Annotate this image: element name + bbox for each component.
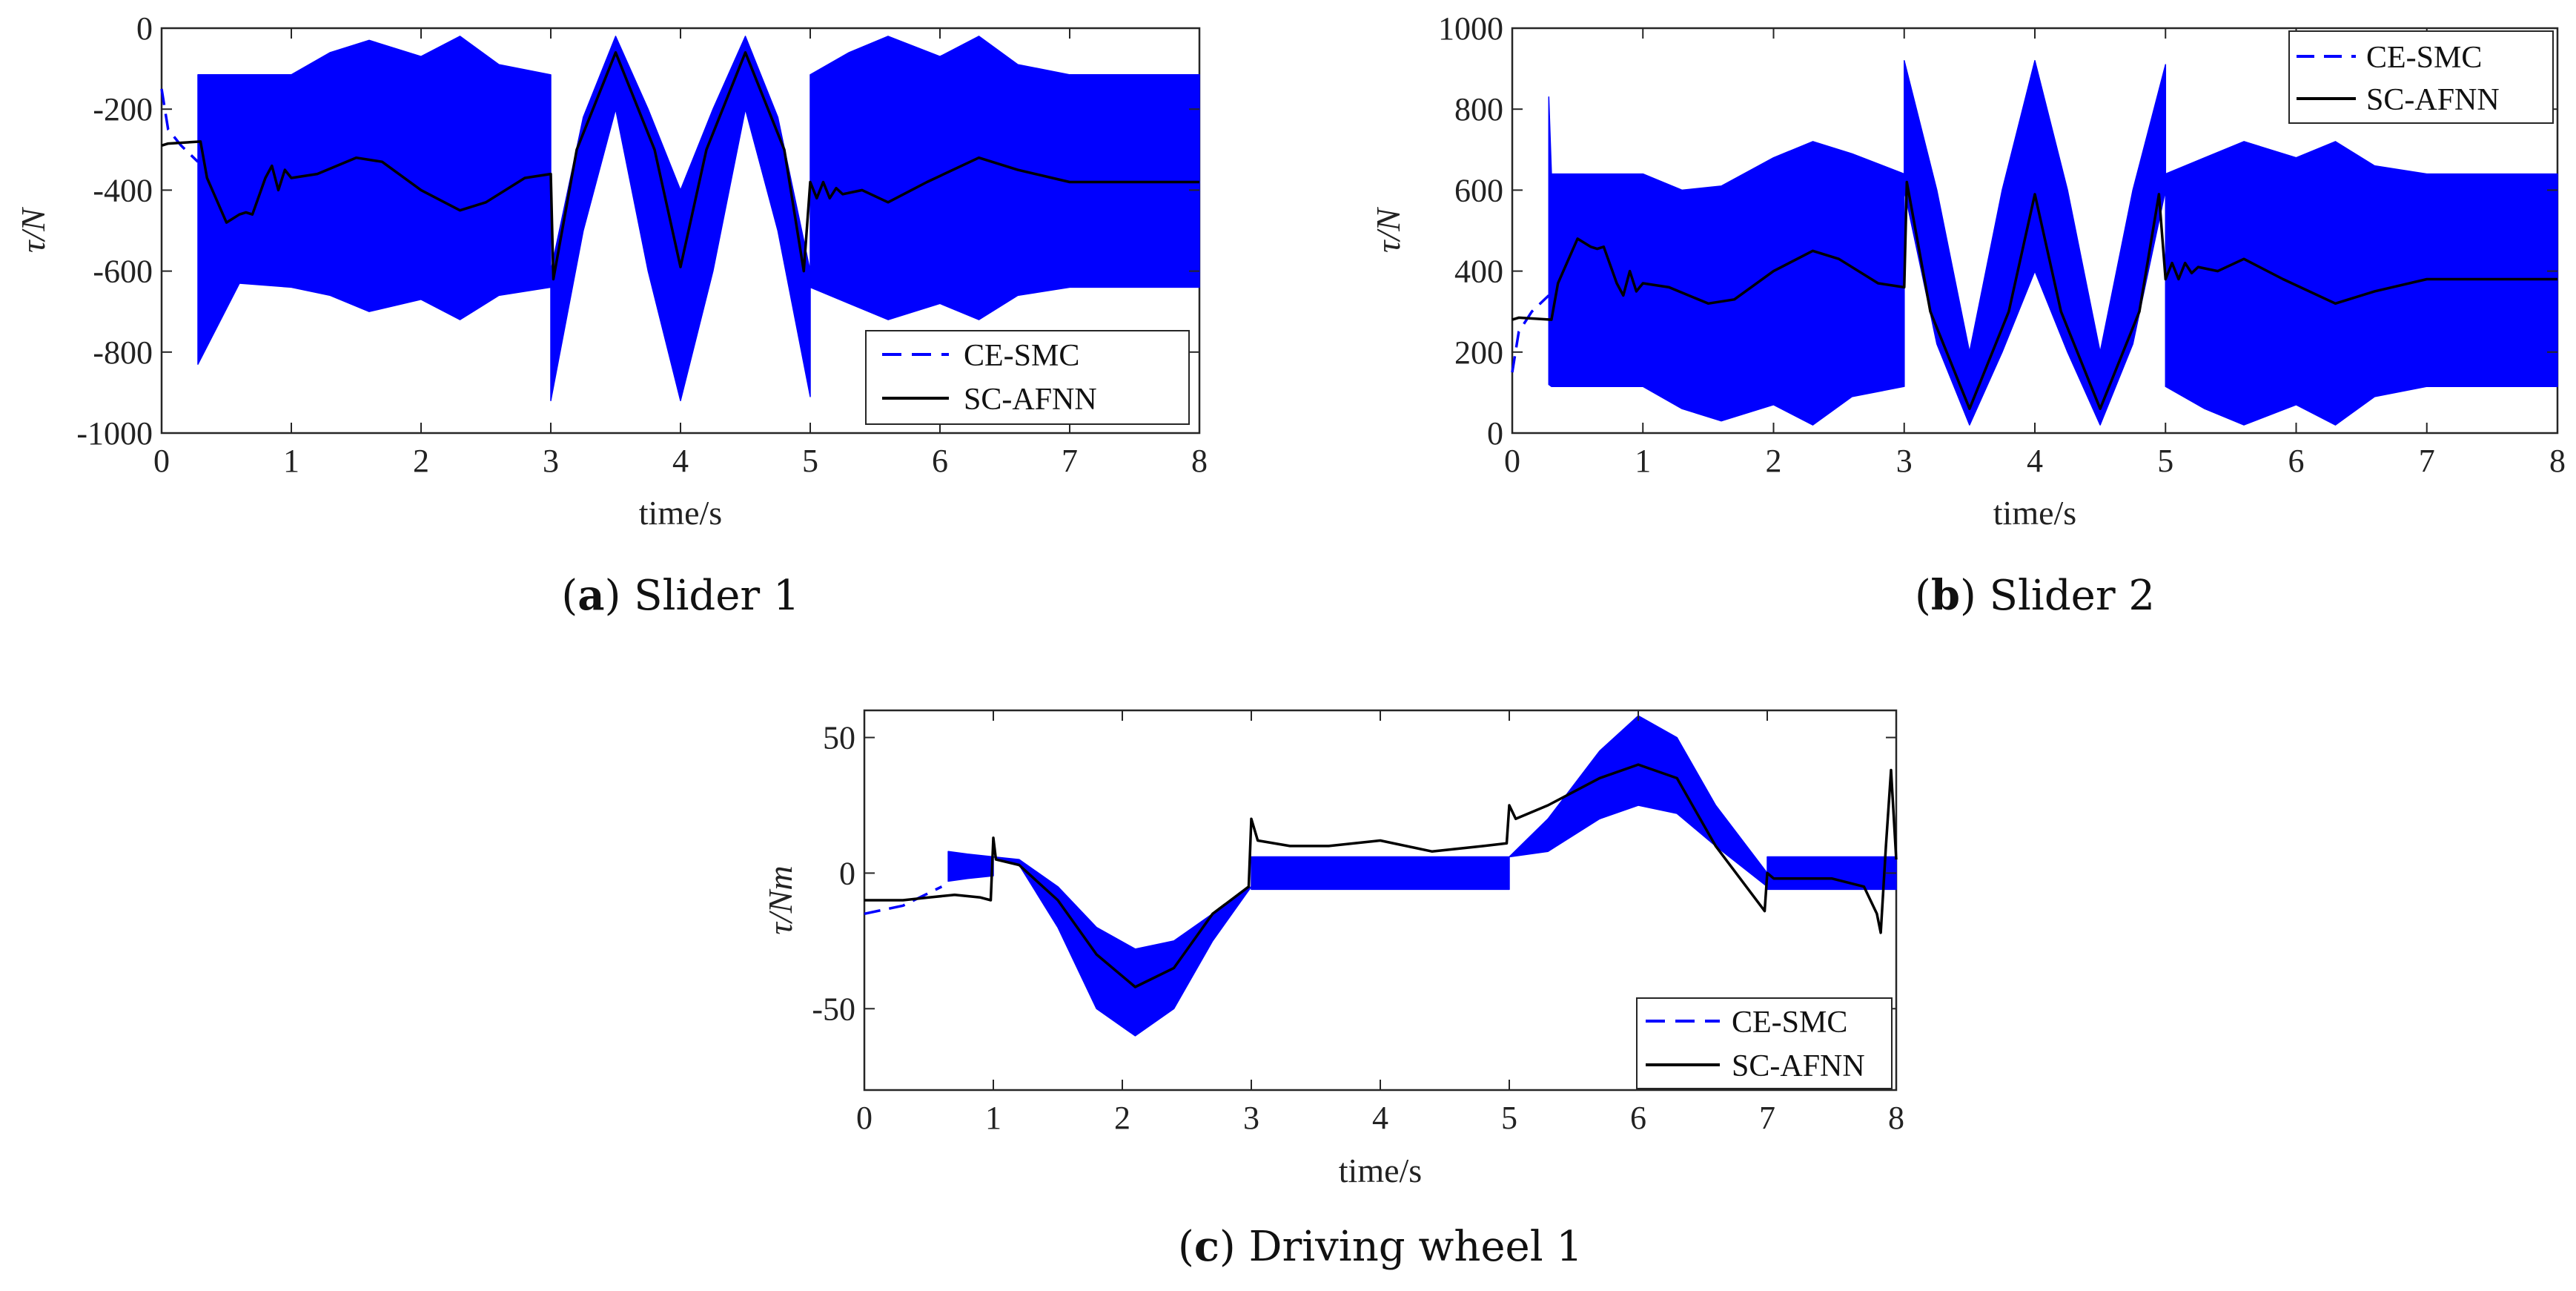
legend-label-ce-smc-c: CE-SMC <box>1732 1006 1847 1040</box>
caption-b-text: Slider 2 <box>1990 572 2155 620</box>
y-tick-label-c-0: -50 <box>812 991 855 1027</box>
y-axis-label-c: τ/Nm <box>761 865 799 934</box>
y-tick-label-c-2: 50 <box>823 720 855 756</box>
tick-labels-b: 0 1 2 3 4 5 6 7 8 0 200 400 600 800 1000 <box>1438 10 2566 479</box>
x-tick-label-b-1: 1 <box>1635 443 1651 479</box>
x-tick-label-a-8: 8 <box>1191 443 1208 479</box>
x-axis-label-b: time/s <box>1993 494 2076 532</box>
legend-box-b <box>2288 30 2554 124</box>
legend-b: CE-SMC SC-AFNN <box>2288 30 2554 124</box>
tick-labels-a: 0 1 2 3 4 5 6 7 8 -1000 -800 -600 -400 -200 0 <box>76 10 1208 479</box>
x-tick-label-c-8: 8 <box>1888 1100 1904 1136</box>
x-tick-label-b-0: 0 <box>1504 443 1520 479</box>
y-tick-label-a-3: -400 <box>93 172 153 208</box>
ce-smc-oscillation-band-b <box>1548 59 2558 426</box>
caption-b-label: b <box>1931 571 1960 620</box>
x-tick-label-b-3: 3 <box>1896 443 1913 479</box>
caption-a-text: Slider 1 <box>634 572 799 620</box>
sc-afnn-line-c <box>864 763 1898 988</box>
caption-c: (c) Driving wheel 1 <box>1178 1222 1583 1271</box>
x-tick-label-b-7: 7 <box>2419 443 2435 479</box>
legend-label-ce-smc-a: CE-SMC <box>964 339 1079 373</box>
series-lines-c <box>864 763 1898 988</box>
x-tick-label-a-3: 3 <box>543 443 559 479</box>
x-tick-label-c-5: 5 <box>1501 1100 1517 1136</box>
x-tick-label-b-6: 6 <box>2288 443 2305 479</box>
y-tick-label-a-5: 0 <box>136 10 153 47</box>
x-tick-label-c-3: 3 <box>1243 1100 1259 1136</box>
caption-a-label: a <box>577 571 604 620</box>
x-tick-label-c-4: 4 <box>1372 1100 1388 1136</box>
x-tick-label-a-7: 7 <box>1062 443 1078 479</box>
tick-labels-c: 0 1 2 3 4 5 6 7 8 -50 0 50 <box>812 710 1904 1136</box>
x-tick-label-c-7: 7 <box>1759 1100 1775 1136</box>
caption-b: (b) Slider 2 <box>1915 571 2155 620</box>
caption-c-text: Driving wheel 1 <box>1249 1223 1583 1271</box>
x-tick-label-b-5: 5 <box>2157 443 2173 479</box>
y-tick-label-b-3: 600 <box>1454 172 1503 208</box>
x-tick-label-b-4: 4 <box>2027 443 2043 479</box>
legend-box-a <box>865 330 1190 425</box>
subplot-slider-1: 0 1 2 3 4 5 6 7 8 -1000 -800 -600 -400 -200 0 time/s τ… <box>14 10 1208 532</box>
y-tick-label-b-2: 400 <box>1454 254 1503 290</box>
caption-a: (a) Slider 1 <box>561 571 799 620</box>
legend-label-sc-afnn-b: SC-AFNN <box>2366 83 2500 117</box>
x-axis-label-c: time/s <box>1339 1152 1422 1189</box>
y-tick-label-a-4: -200 <box>93 91 153 128</box>
x-tick-label-a-2: 2 <box>413 443 429 479</box>
subplot-slider-2: 0 1 2 3 4 5 6 7 8 0 200 400 600 800 1000 time/s τ/N CE… <box>1369 10 2566 532</box>
legend-a: CE-SMC SC-AFNN <box>865 330 1190 425</box>
ce-smc-band-b <box>1548 59 2558 426</box>
series-lines-b <box>1511 180 2557 410</box>
y-tick-label-a-0: -1000 <box>76 415 153 452</box>
sc-afnn-line-a <box>161 51 1199 281</box>
x-tick-label-a-4: 4 <box>672 443 689 479</box>
legend-label-sc-afnn-c: SC-AFNN <box>1732 1049 1865 1083</box>
y-tick-label-b-4: 800 <box>1454 91 1503 128</box>
y-tick-label-a-1: -800 <box>93 334 153 371</box>
subplot-driving-wheel-1: 0 1 2 3 4 5 6 7 8 -50 0 50 time/s τ/Nm CE-SMC SC-AF… <box>761 709 1904 1189</box>
legend-label-ce-smc-b: CE-SMC <box>2366 41 2482 75</box>
ce-smc-line-b <box>1511 294 1550 373</box>
x-tick-label-a-1: 1 <box>283 443 299 479</box>
sc-afnn-line-b <box>1512 180 2557 410</box>
caption-c-label: c <box>1194 1222 1219 1271</box>
x-tick-label-b-8: 8 <box>2549 443 2566 479</box>
legend-box-c <box>1636 997 1893 1089</box>
x-tick-label-a-5: 5 <box>802 443 818 479</box>
ce-smc-line-c <box>864 885 943 916</box>
x-tick-label-c-1: 1 <box>985 1100 1001 1136</box>
y-tick-label-b-5: 1000 <box>1438 10 1503 47</box>
y-tick-label-a-2: -600 <box>93 254 153 290</box>
x-tick-label-c-0: 0 <box>856 1100 873 1136</box>
y-tick-label-b-1: 200 <box>1454 334 1503 371</box>
x-tick-label-a-6: 6 <box>932 443 948 479</box>
x-tick-label-c-6: 6 <box>1630 1100 1646 1136</box>
series-lines-a <box>160 51 1199 281</box>
y-tick-label-c-1: 0 <box>839 855 855 891</box>
x-tick-label-b-2: 2 <box>1766 443 1782 479</box>
y-axis-label-a: τ/N <box>14 207 52 253</box>
ce-smc-line-a <box>160 88 199 163</box>
y-axis-label-b: τ/N <box>1369 207 1407 253</box>
y-tick-label-b-0: 0 <box>1487 415 1503 452</box>
legend-label-sc-afnn-a: SC-AFNN <box>964 383 1097 417</box>
x-tick-label-a-0: 0 <box>153 443 170 479</box>
x-axis-label-a: time/s <box>639 494 722 532</box>
legend-c: CE-SMC SC-AFNN <box>1636 997 1893 1089</box>
x-tick-label-c-2: 2 <box>1114 1100 1130 1136</box>
